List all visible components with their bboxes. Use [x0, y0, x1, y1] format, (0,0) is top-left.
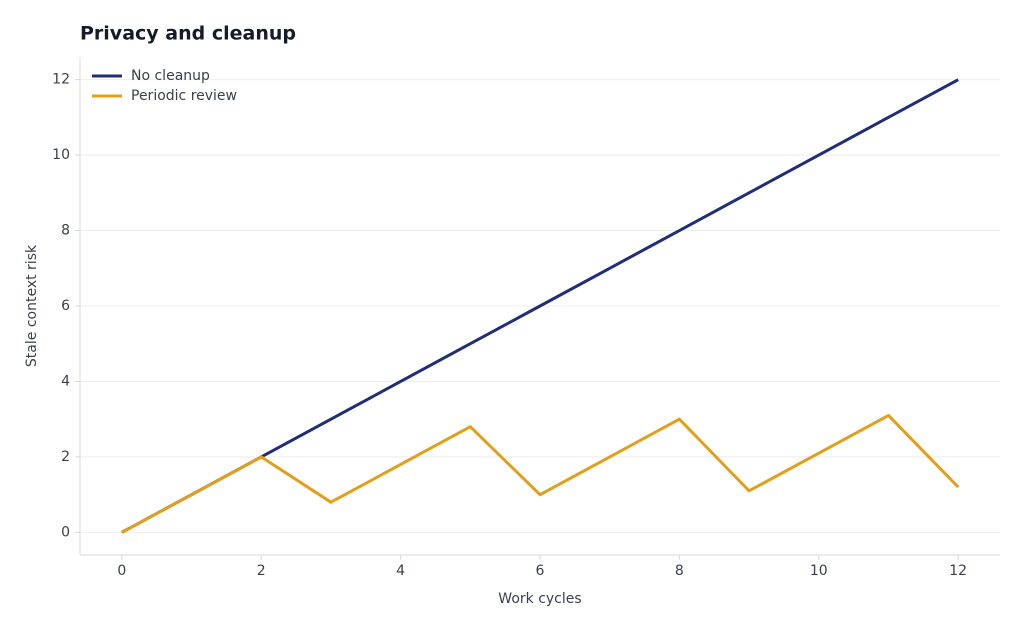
chart-title: Privacy and cleanup: [80, 23, 296, 45]
x-tick-label: 4: [396, 563, 405, 579]
legend-label: No cleanup: [131, 68, 210, 84]
y-axis-label: Stale context risk: [24, 244, 40, 367]
y-tick-label: 10: [52, 147, 70, 163]
x-tick-label: 0: [117, 563, 126, 579]
x-tick-label: 10: [810, 563, 828, 579]
x-tick-label: 12: [949, 563, 967, 579]
y-tick-label: 0: [61, 524, 70, 540]
legend-label: Periodic review: [131, 88, 237, 104]
x-tick-label: 8: [675, 563, 684, 579]
y-tick-label: 4: [61, 373, 70, 389]
y-tick-label: 2: [61, 449, 70, 465]
y-tick-label: 6: [61, 298, 70, 314]
x-tick-label: 2: [257, 563, 266, 579]
y-tick-label: 12: [52, 72, 70, 88]
x-tick-label: 6: [536, 563, 545, 579]
line-series: [121, 413, 960, 534]
y-tick-label: 8: [61, 223, 70, 239]
x-axis-label: Work cycles: [498, 591, 581, 607]
